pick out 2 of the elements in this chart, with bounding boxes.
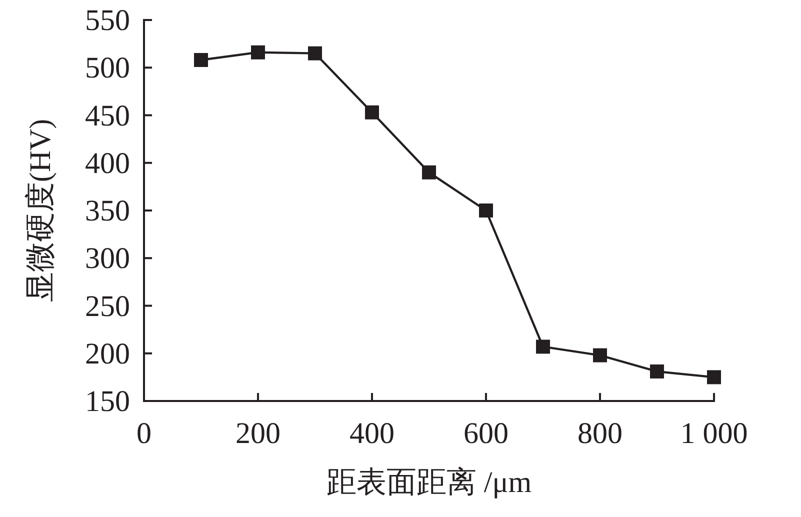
xlabel: 距表面距离 /μm [326, 466, 532, 499]
ylabel: 显微硬度(HV) [24, 118, 57, 302]
